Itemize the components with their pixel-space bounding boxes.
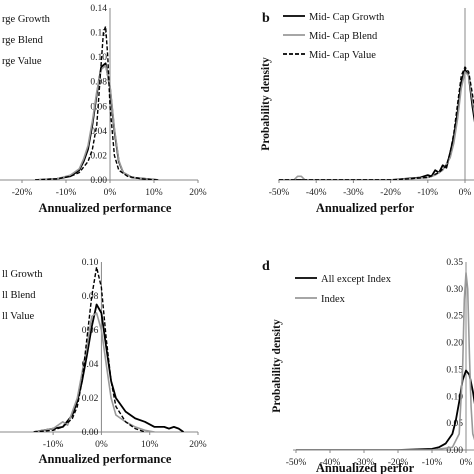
x-tick-label: 0%: [104, 188, 117, 198]
y-tick-label: 0.10: [446, 392, 463, 402]
chart-panel-4: -50% -40% -30% -20% -10% 0% 0.35 0.30 0.25 0.20 0.…: [262, 258, 474, 474]
x-tick-label: -30%: [343, 188, 364, 198]
legend-entry: rge Value: [2, 56, 42, 67]
y-tick-label: 0.30: [446, 285, 463, 295]
x-tick-label: 0%: [459, 188, 472, 198]
x-tick-label: -20%: [388, 458, 409, 468]
series-line-1: [33, 303, 185, 432]
x-tick-label: -40%: [306, 188, 327, 198]
legend-entry: rge Growth: [2, 14, 51, 25]
y-tick-label: 0.00: [90, 176, 107, 186]
x-axis-title: Annualized perfor: [316, 461, 415, 474]
x-tick-label: -10%: [43, 440, 64, 450]
x-tick-label: -50%: [269, 188, 290, 198]
series-line-3: [35, 25, 159, 180]
x-tick-label: -50%: [286, 458, 307, 468]
panel-letter: d: [262, 259, 270, 274]
x-tick-label: 0%: [460, 458, 473, 468]
legend-entry: rge Blend: [2, 35, 44, 46]
chart-panel-1: -20% -10% 0% 10% 20%0.000.020.040.060.080.10…: [0, 4, 207, 215]
y-tick-label: 0.20: [446, 339, 463, 349]
y-tick-label: 0.00: [82, 428, 99, 438]
x-tick-label: -30%: [354, 458, 375, 468]
y-tick-label: 0.14: [90, 4, 107, 14]
y-tick-label: 0.02: [90, 151, 107, 161]
y-tick-label: 0.00: [446, 446, 463, 456]
chart-panel-2: -50% -40% -30% -20% -10% 0% Mid- Cap Growth Mid…: [260, 8, 474, 215]
x-tick-label: 10%: [145, 188, 163, 198]
panel-letter: b: [262, 11, 270, 26]
series-line-1: [279, 68, 474, 180]
legend-entry: Index: [321, 294, 346, 305]
series-line-3: [33, 266, 146, 432]
x-tick-label: -10%: [422, 458, 443, 468]
series-line-2: [296, 271, 474, 450]
y-axis-title: Probability density: [260, 57, 272, 151]
series-line-2: [279, 71, 474, 180]
y-tick-label: 0.25: [446, 312, 463, 322]
x-tick-label: 20%: [189, 440, 207, 450]
y-tick-label: 0.04: [82, 360, 99, 370]
y-axis-title: Probability density: [271, 319, 283, 413]
x-axis-title: Annualized performance: [39, 452, 172, 466]
x-tick-label: -20%: [12, 188, 33, 198]
y-tick-label: 0.10: [90, 53, 107, 63]
x-tick-label: -10%: [56, 188, 77, 198]
legend-entry: Mid- Cap Growth: [309, 12, 385, 23]
x-tick-label: -10%: [418, 188, 439, 198]
x-tick-label: -20%: [380, 188, 401, 198]
x-axis-title: Annualized perfor: [316, 201, 415, 215]
y-tick-label: 0.35: [446, 258, 463, 268]
legend-entry: All except Index: [321, 274, 392, 285]
y-tick-label: 0.10: [82, 258, 99, 268]
x-axis-title: Annualized performance: [39, 201, 172, 215]
y-tick-label: 0.12: [90, 29, 107, 39]
x-tick-label: 10%: [141, 440, 159, 450]
y-tick-label: 0.15: [446, 365, 463, 375]
legend-entry: ll Growth: [2, 269, 43, 280]
legend-entry: ll Value: [2, 311, 35, 322]
series-line-3: [279, 66, 474, 180]
x-tick-label: 20%: [189, 188, 207, 198]
x-tick-label: 0%: [95, 440, 108, 450]
x-tick-label: -40%: [320, 458, 341, 468]
legend-entry: Mid- Cap Blend: [309, 31, 378, 42]
y-tick-label: 0.02: [82, 394, 99, 404]
y-tick-label: 0.06: [90, 102, 107, 112]
y-tick-label: 0.04: [90, 127, 107, 137]
series-line-1: [296, 369, 474, 450]
legend-entry: Mid- Cap Value: [309, 50, 376, 61]
y-tick-label: 0.08: [82, 292, 99, 302]
legend-entry: ll Blend: [2, 290, 36, 301]
